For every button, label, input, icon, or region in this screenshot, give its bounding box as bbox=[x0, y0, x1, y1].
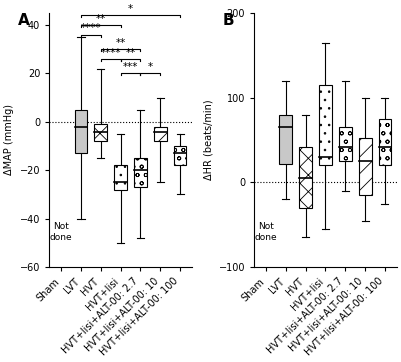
Y-axis label: ΔMAP (mmHg): ΔMAP (mmHg) bbox=[4, 105, 14, 176]
FancyBboxPatch shape bbox=[154, 127, 167, 141]
FancyBboxPatch shape bbox=[94, 124, 107, 141]
FancyBboxPatch shape bbox=[339, 127, 352, 161]
Text: ***: *** bbox=[123, 62, 138, 72]
Text: **: ** bbox=[115, 38, 126, 48]
Text: B: B bbox=[223, 13, 234, 28]
Text: Not
done: Not done bbox=[255, 222, 277, 242]
Text: A: A bbox=[18, 13, 30, 28]
FancyBboxPatch shape bbox=[114, 165, 127, 190]
Text: **: ** bbox=[126, 48, 136, 58]
FancyBboxPatch shape bbox=[379, 119, 391, 165]
Text: Not
done: Not done bbox=[50, 222, 73, 242]
FancyBboxPatch shape bbox=[134, 158, 147, 187]
Text: ****: **** bbox=[81, 24, 101, 33]
Text: *: * bbox=[128, 4, 133, 14]
FancyBboxPatch shape bbox=[358, 138, 372, 195]
FancyBboxPatch shape bbox=[299, 147, 312, 208]
FancyBboxPatch shape bbox=[319, 85, 332, 165]
FancyBboxPatch shape bbox=[279, 114, 292, 164]
Text: *: * bbox=[148, 62, 153, 72]
Text: **: ** bbox=[96, 14, 106, 24]
Y-axis label: ΔHR (beats/min): ΔHR (beats/min) bbox=[203, 100, 213, 180]
Text: ****: **** bbox=[100, 48, 121, 58]
FancyBboxPatch shape bbox=[174, 146, 186, 165]
FancyBboxPatch shape bbox=[75, 110, 87, 153]
